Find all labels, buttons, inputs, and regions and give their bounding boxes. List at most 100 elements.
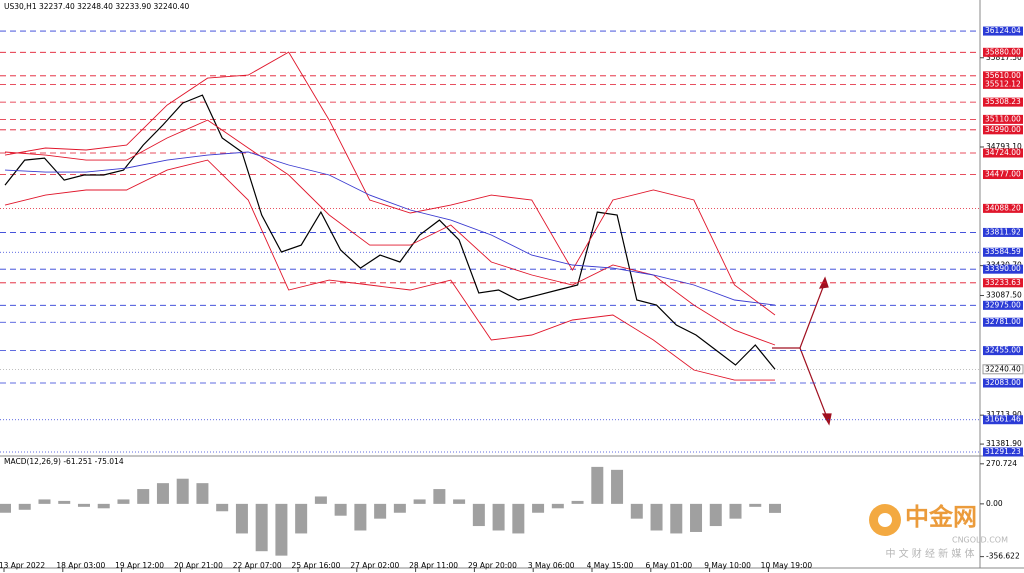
level-label: 35880.00	[985, 47, 1021, 56]
macd-bar	[117, 499, 130, 504]
level-label-box	[983, 415, 1023, 425]
level-label: 34088.20	[985, 203, 1021, 212]
y-tick-label: 31381.90	[986, 439, 1022, 448]
level-label: 35308.23	[985, 97, 1021, 106]
arrow-head	[821, 413, 832, 426]
y-tick-label: 31713.90	[986, 410, 1022, 419]
macd-bar	[512, 503, 525, 534]
level-label-box	[983, 26, 1023, 36]
site: CNGOLD.COM	[952, 536, 1008, 545]
macd-bar	[196, 483, 209, 504]
level-label-box	[983, 79, 1023, 89]
macd-bar	[77, 503, 90, 507]
macd-bar	[670, 503, 683, 534]
y-tick-label: 33087.50	[986, 291, 1022, 300]
level-label-box	[983, 247, 1023, 257]
macd-tick-label: 0.00	[986, 499, 1003, 508]
level-label: 32781.00	[985, 317, 1021, 326]
macd-bar	[769, 503, 781, 513]
macd-tick-label: 270.724	[986, 459, 1017, 468]
level-label-box	[983, 447, 1023, 457]
macd-tick-label: -356.622	[986, 552, 1020, 561]
level-label-box	[983, 47, 1023, 57]
price-line	[4, 94, 776, 370]
level-label-box	[983, 300, 1023, 310]
macd-bar	[729, 503, 742, 519]
level-label-box	[983, 114, 1023, 124]
macd-bar	[472, 503, 485, 527]
macd-bar	[0, 503, 11, 513]
macd-bar	[709, 503, 722, 527]
level-label-box	[983, 203, 1023, 213]
x-tick-label: 20 Apr 21:00	[174, 561, 223, 570]
x-tick-label: 18 Apr 03:00	[56, 561, 105, 570]
level-label-box	[983, 227, 1023, 237]
level-label: 33811.92	[985, 227, 1021, 236]
brand: 中金网	[905, 503, 977, 531]
level-label: 33233.63	[985, 278, 1021, 287]
macd-bar	[295, 503, 308, 534]
level-label: 35512.12	[985, 79, 1021, 88]
macd-bar	[314, 496, 327, 504]
level-label-box	[983, 317, 1023, 327]
x-tick-label: 27 Apr 02:00	[350, 561, 399, 570]
x-tick-label: 29 Apr 20:00	[468, 561, 517, 570]
indicator-line	[4, 151, 776, 306]
level-label-box	[983, 148, 1023, 158]
level-label: 31661.46	[985, 415, 1021, 424]
macd-bar	[156, 483, 169, 504]
level-label: 34724.00	[985, 148, 1021, 157]
x-tick-label: 3 May 06:00	[528, 561, 575, 570]
current-price-box	[982, 364, 1024, 375]
x-tick-label: 10 May 19:00	[761, 561, 813, 570]
macd-bar	[38, 499, 51, 504]
macd-bar	[255, 503, 268, 552]
macd-bar	[97, 503, 110, 509]
level-label: 33584.59	[985, 247, 1021, 256]
macd-bar	[334, 503, 347, 516]
macd-bar	[532, 503, 545, 513]
macd-title: MACD(12,26,9) -61.251 -75.014	[4, 457, 124, 466]
indicator-line	[4, 159, 775, 381]
level-label: 31291.23	[985, 447, 1021, 456]
x-tick-label: 4 May 15:00	[587, 561, 634, 570]
tagline: 中 文 财 经 新 媒 体	[885, 547, 974, 560]
macd-bar	[690, 503, 703, 532]
level-label: 32083.00	[985, 378, 1021, 387]
level-label: 33390.00	[985, 264, 1021, 273]
macd-bar	[591, 466, 604, 504]
level-label: 34477.00	[985, 170, 1021, 179]
x-tick-label: 28 Apr 11:00	[409, 561, 458, 570]
x-tick-label: 6 May 01:00	[645, 561, 692, 570]
macd-bar	[58, 500, 71, 504]
x-tick-label: 13 Apr 2022	[0, 561, 45, 570]
level-label-box	[983, 71, 1023, 81]
macd-bar	[216, 503, 229, 512]
current-price-label: 32240.40	[985, 364, 1021, 373]
macd-bar	[611, 469, 624, 504]
macd-bar	[176, 478, 189, 504]
macd-bar	[571, 500, 584, 504]
x-tick-label: 9 May 10:00	[704, 561, 751, 570]
arrow-down	[799, 347, 829, 421]
macd-bar	[551, 503, 564, 509]
level-label: 36124.04	[985, 26, 1021, 35]
macd-bar	[275, 503, 288, 556]
macd-bar	[413, 499, 426, 504]
x-tick-label: 25 Apr 16:00	[292, 561, 341, 570]
logo-inner	[878, 513, 892, 527]
macd-bar	[453, 499, 466, 504]
macd-bar	[749, 503, 762, 507]
level-label: 32455.00	[985, 346, 1021, 355]
y-tick-label: 35817.50	[986, 53, 1022, 62]
x-tick-label: 22 Apr 07:00	[233, 561, 282, 570]
indicator-line	[4, 51, 776, 316]
level-label: 32975.00	[985, 300, 1021, 309]
level-label-box	[983, 97, 1023, 107]
macd-bar	[433, 489, 446, 504]
level-label: 35110.00	[985, 114, 1021, 123]
macd-bar	[630, 503, 643, 519]
level-label-box	[983, 264, 1023, 274]
macd-bar	[18, 503, 31, 510]
